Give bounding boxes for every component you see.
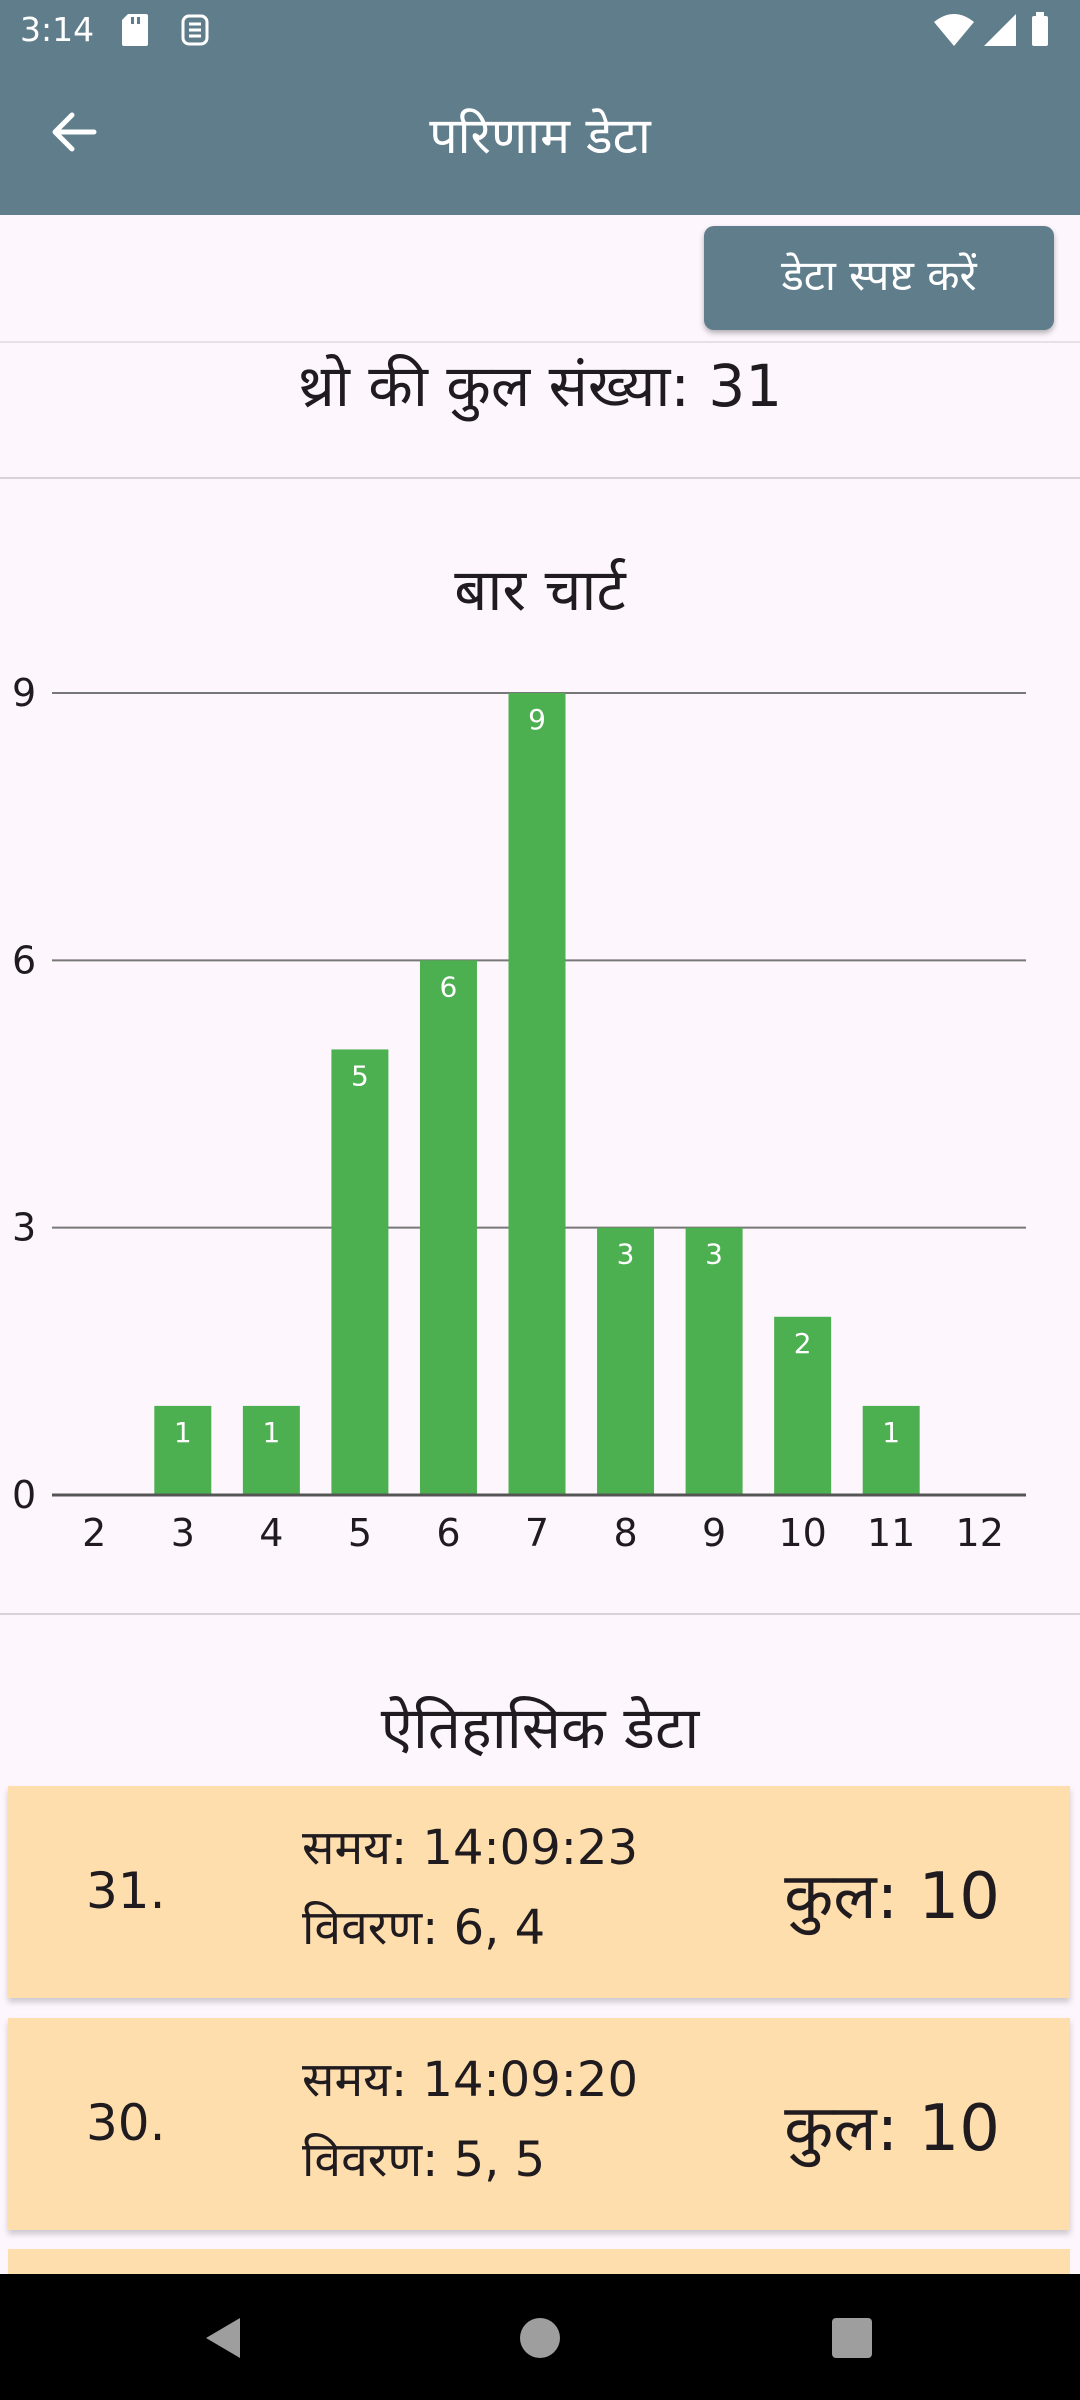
x-tick-label: 9: [702, 1511, 726, 1555]
nfc-icon: [181, 14, 209, 46]
status-time: 3:14: [20, 10, 95, 49]
battery-icon: [1032, 16, 1048, 46]
x-tick-label: 8: [613, 1511, 637, 1555]
nav-recents-icon[interactable]: [828, 2314, 876, 2362]
sd-card-icon: [122, 14, 148, 46]
y-tick-label: 6: [12, 938, 36, 982]
x-tick-label: 5: [348, 1511, 372, 1555]
nav-back-icon[interactable]: [200, 2314, 248, 2362]
history-time: समय: 14:09:20: [302, 2052, 638, 2108]
bar-value-label: 2: [794, 1327, 812, 1360]
x-tick-label: 3: [171, 1511, 195, 1555]
chart-title: बार चार्ट: [454, 556, 626, 624]
history-card-partial: [8, 2249, 1070, 2275]
bar-value-label: 5: [351, 1059, 369, 1092]
history-detail: विवरण: 5, 5: [302, 2132, 546, 2188]
signal-icon: [984, 14, 1016, 46]
x-tick-label: 11: [867, 1511, 915, 1555]
history-index: 31.: [86, 1862, 166, 1920]
x-tick-label: 12: [956, 1511, 1004, 1555]
status-icons: [934, 12, 1048, 46]
history-total: कुल: 10: [784, 2092, 1000, 2166]
bar: [154, 1405, 212, 1495]
y-tick-label: 0: [12, 1473, 36, 1517]
bar-value-label: 6: [440, 970, 458, 1003]
x-tick-label: 10: [778, 1511, 826, 1555]
history-time: समय: 14:09:23: [302, 1820, 638, 1876]
x-tick-label: 4: [259, 1511, 283, 1555]
x-tick-label: 7: [525, 1511, 549, 1555]
wifi-icon: [934, 14, 974, 46]
bar: [331, 1049, 389, 1495]
history-detail: विवरण: 6, 4: [302, 1900, 546, 1956]
bar: [242, 1405, 300, 1495]
history-total: कुल: 10: [784, 1860, 1000, 1934]
divider: [0, 477, 1080, 479]
action-strip: [0, 215, 1080, 343]
bar-value-label: 1: [882, 1416, 900, 1449]
history-card: 31. समय: 14:09:23 विवरण: 6, 4 कुल: 10: [8, 1786, 1070, 1998]
y-tick-label: 3: [12, 1206, 36, 1250]
bar: [508, 693, 566, 1495]
y-tick-label: 9: [12, 671, 36, 715]
bar-value-label: 1: [174, 1416, 192, 1449]
status-bar: 3:14: [0, 0, 1080, 62]
clear-data-button[interactable]: डेटा स्पष्ट करें: [704, 226, 1054, 330]
history-index: 30.: [86, 2094, 166, 2152]
divider: [0, 1613, 1080, 1615]
total-throws-label: थ्रो की कुल संख्या: 31: [297, 352, 783, 420]
x-tick-label: 2: [82, 1511, 106, 1555]
history-title: ऐतिहासिक डेटा: [380, 1694, 700, 1762]
history-card: 30. समय: 14:09:20 विवरण: 5, 5 कुल: 10: [8, 2018, 1070, 2230]
bar: [597, 1227, 655, 1495]
nav-home-icon[interactable]: [516, 2314, 564, 2362]
bar: [419, 960, 477, 1495]
bar-value-label: 1: [262, 1416, 280, 1449]
bar-value-label: 3: [705, 1238, 723, 1271]
page-title: परिणाम डेटा: [429, 107, 651, 165]
x-tick-label: 6: [436, 1511, 460, 1555]
app-bar: परिणाम डेटा: [0, 62, 1080, 215]
bar-value-label: 3: [617, 1238, 635, 1271]
navigation-bar: [0, 2274, 1080, 2400]
bar: [862, 1405, 920, 1495]
bar: [774, 1316, 832, 1495]
back-arrow-icon[interactable]: [44, 102, 104, 162]
bar: [685, 1227, 743, 1495]
bar-value-label: 9: [528, 703, 546, 736]
